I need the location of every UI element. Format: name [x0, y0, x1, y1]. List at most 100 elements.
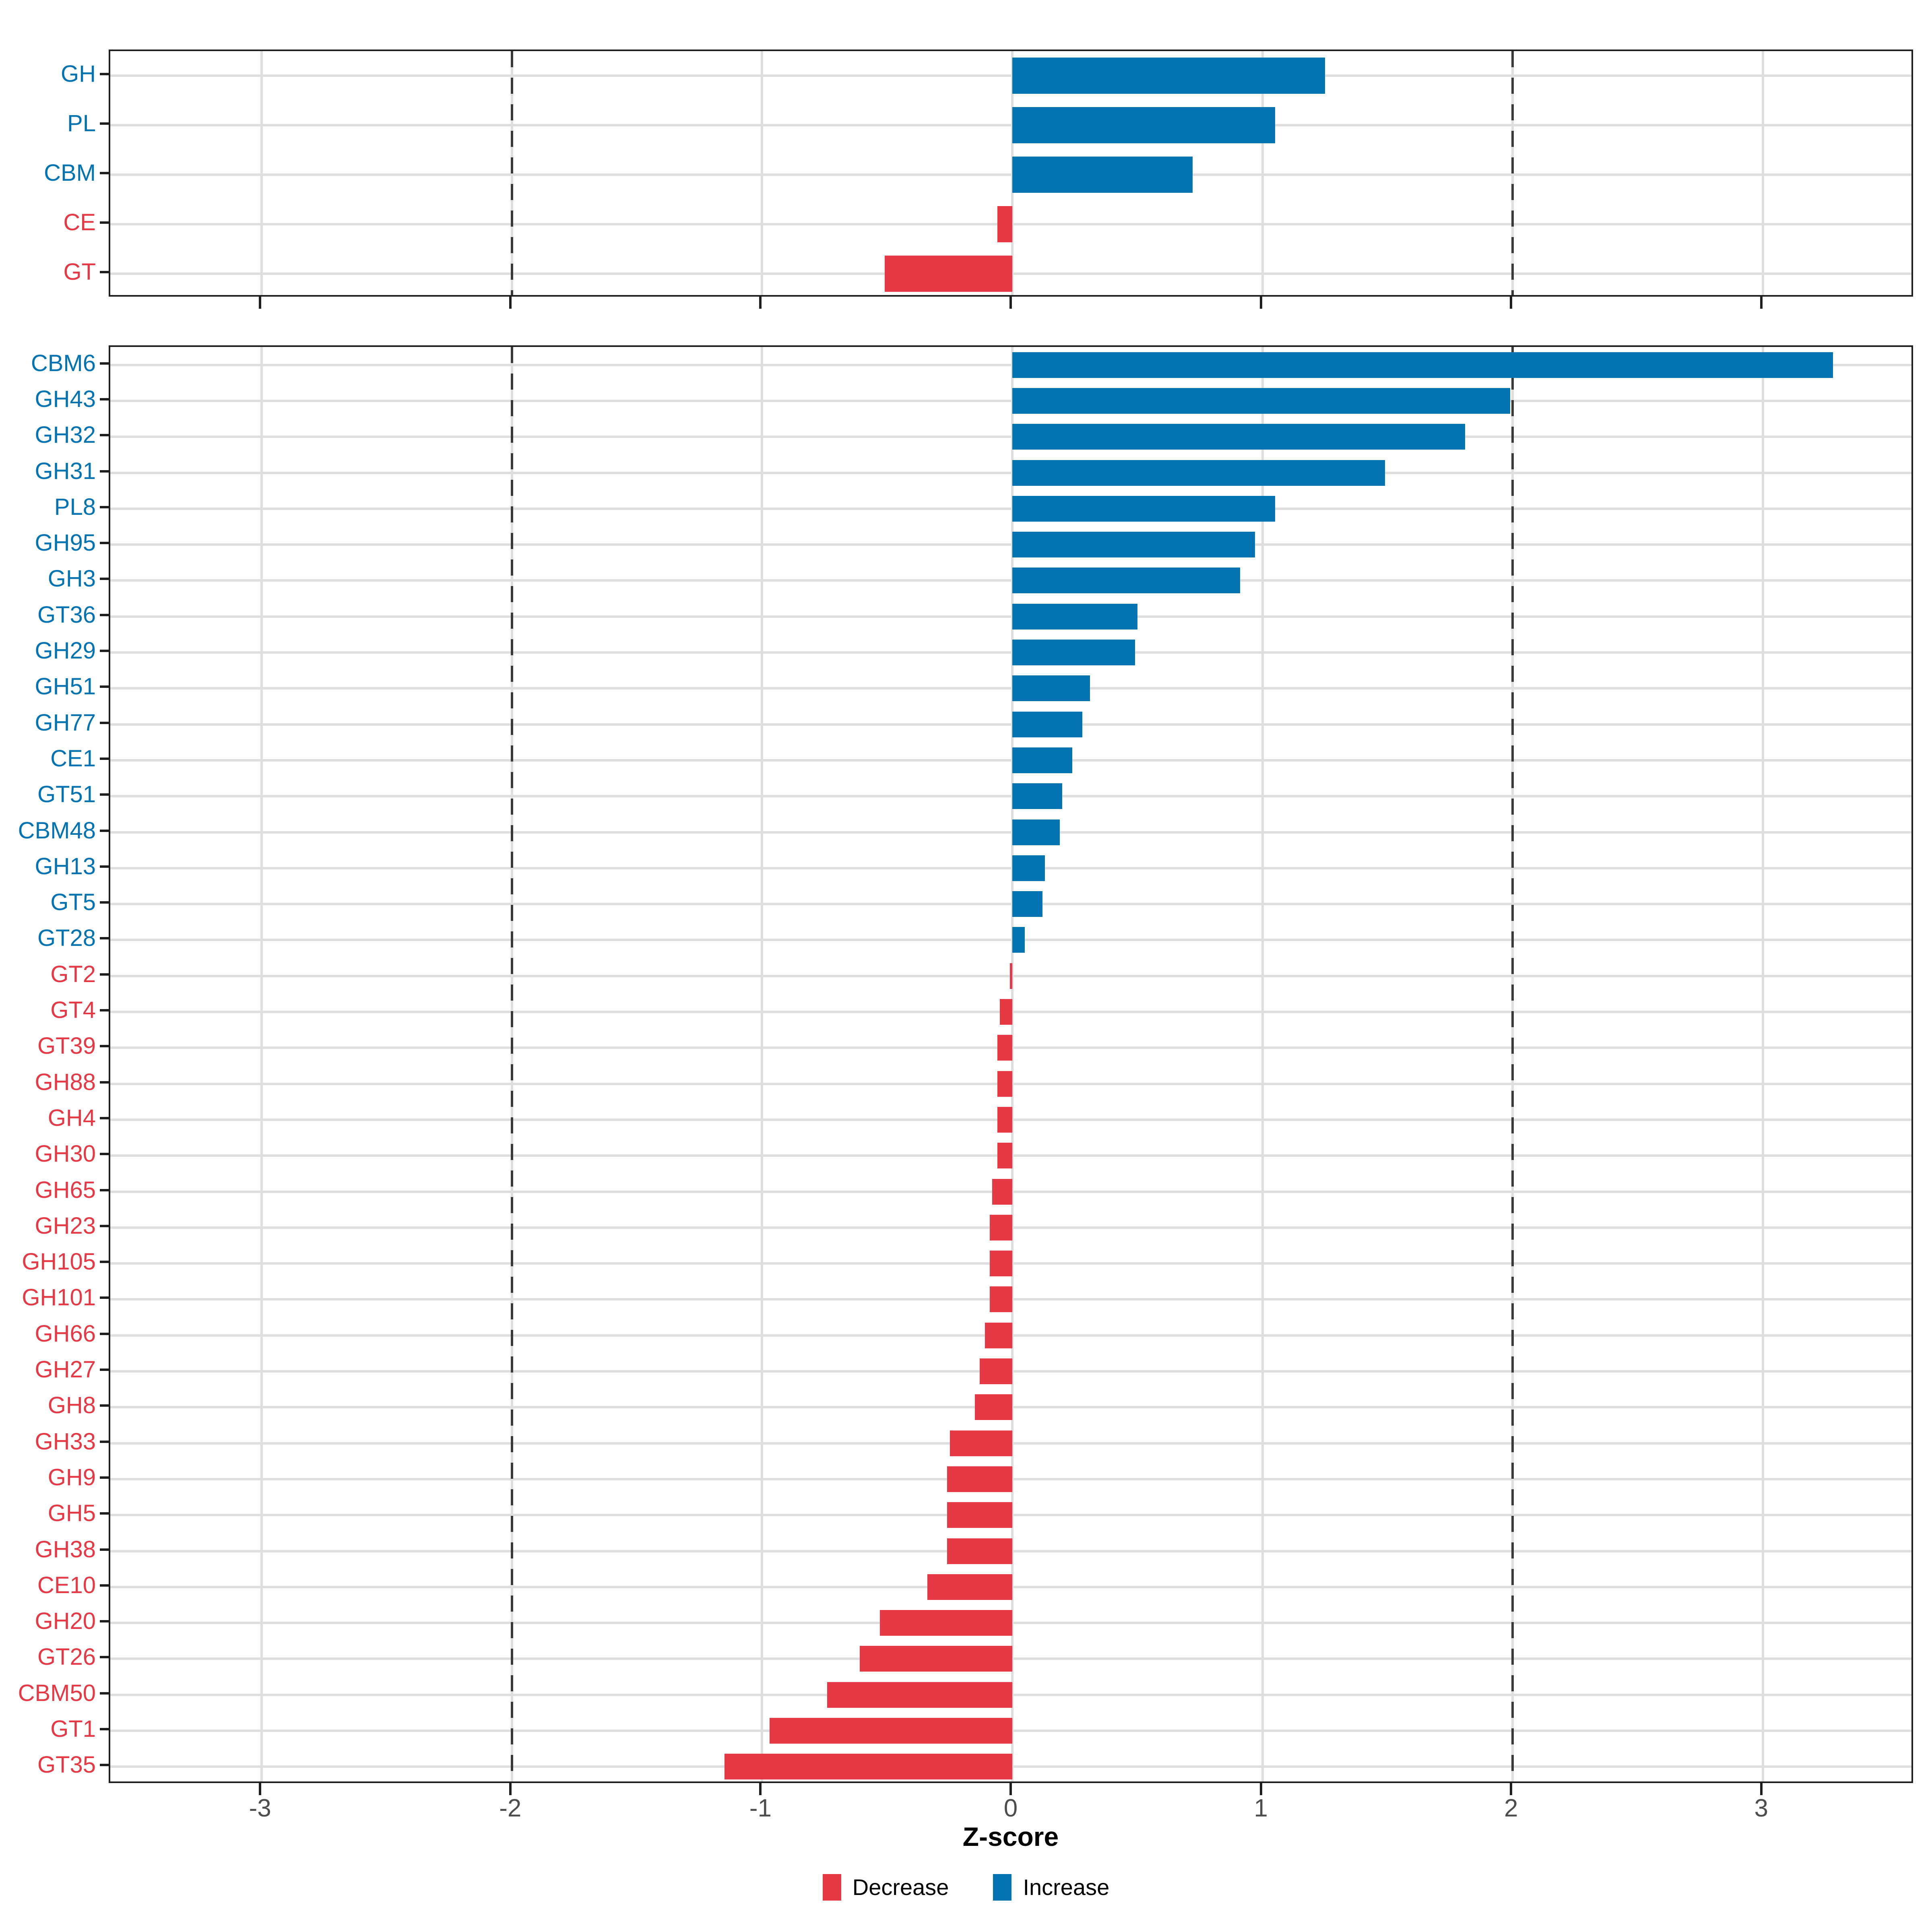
y-tick-CBM48: [100, 829, 109, 832]
y-label-GH13: GH13: [35, 853, 96, 879]
bar-GH101: [990, 1286, 1012, 1313]
y-tick-GT35: [100, 1764, 109, 1767]
y-tick-GH3: [100, 578, 109, 580]
y-label-GH: GH: [61, 61, 96, 87]
gridline-x--3: [260, 347, 263, 1781]
y-tick-GH105: [100, 1261, 109, 1263]
x-tick--3: [259, 1783, 262, 1795]
x-tick--1: [759, 1783, 762, 1795]
y-tick-CE1: [100, 757, 109, 760]
gridline-x-3: [1761, 51, 1764, 295]
y-label-GH23: GH23: [35, 1212, 96, 1239]
bar-GH5: [947, 1502, 1012, 1528]
dashed-vline--2: [510, 347, 513, 1781]
y-label-GT2: GT2: [50, 961, 96, 987]
y-label-GT: GT: [63, 258, 96, 285]
bar-CE1: [1012, 747, 1073, 773]
y-label-GT36: GT36: [37, 601, 96, 628]
bar-GT: [884, 255, 1012, 292]
y-label-GT1: GT1: [50, 1716, 96, 1742]
gridline-row-GH31: [110, 471, 1911, 474]
gridline-x-3: [1761, 347, 1764, 1781]
y-tick-GH38: [100, 1548, 109, 1551]
y-tick-GH32: [100, 434, 109, 437]
gridline-row-GH29: [110, 651, 1911, 654]
y-label-GH9: GH9: [47, 1464, 96, 1490]
y-tick-PL8: [100, 506, 109, 508]
y-label-GH105: GH105: [22, 1249, 96, 1275]
x-tick-1: [1259, 297, 1262, 309]
bar-GT1: [770, 1718, 1012, 1744]
bar-GH30: [997, 1143, 1012, 1169]
legend-label-decrease: Decrease: [852, 1874, 949, 1900]
gridline-row-GT5: [110, 903, 1911, 906]
y-label-CE1: CE1: [50, 745, 96, 772]
y-tick-GH5: [100, 1512, 109, 1515]
dashed-vline-2: [1511, 347, 1514, 1781]
y-tick-GH8: [100, 1404, 109, 1407]
y-tick-GT4: [100, 1009, 109, 1012]
y-tick-GT39: [100, 1045, 109, 1048]
y-tick-GT2: [100, 973, 109, 976]
y-label-GT4: GT4: [50, 997, 96, 1024]
y-tick-GT26: [100, 1656, 109, 1659]
bar-GT36: [1012, 603, 1137, 630]
y-label-GT51: GT51: [37, 781, 96, 808]
y-label-GH4: GH4: [47, 1104, 96, 1131]
y-tick-GH23: [100, 1224, 109, 1227]
bar-CBM6: [1012, 352, 1833, 378]
bar-GH32: [1012, 424, 1466, 450]
bar-GH13: [1012, 855, 1045, 881]
y-label-GT28: GT28: [37, 925, 96, 952]
y-label-GH33: GH33: [35, 1428, 96, 1455]
y-label-CBM50: CBM50: [18, 1680, 96, 1706]
y-label-GH20: GH20: [35, 1608, 96, 1635]
y-label-CBM: CBM: [44, 160, 96, 186]
y-tick-GH101: [100, 1296, 109, 1299]
y-label-GH51: GH51: [35, 673, 96, 700]
bar-GT51: [1012, 783, 1063, 809]
panel-class-level: [109, 50, 1913, 297]
x-tick-label-1: 1: [1254, 1794, 1268, 1822]
y-label-PL8: PL8: [54, 493, 96, 520]
bar-GT4: [999, 999, 1012, 1025]
gridline-row-GH95: [110, 543, 1911, 546]
x-tick--2: [509, 1783, 512, 1795]
y-tick-GH77: [100, 721, 109, 724]
x-tick-1: [1259, 1783, 1262, 1795]
bar-CE: [997, 206, 1012, 242]
bar-GT35: [724, 1754, 1012, 1780]
bar-PL: [1012, 107, 1275, 144]
gridline-row-CBM6: [110, 363, 1911, 366]
y-tick-GH33: [100, 1440, 109, 1443]
y-label-CBM6: CBM6: [31, 350, 96, 376]
y-label-GH5: GH5: [47, 1500, 96, 1527]
gridline-x--1: [761, 347, 764, 1781]
x-tick-0: [1009, 1783, 1012, 1795]
bar-GH9: [947, 1466, 1012, 1492]
y-label-PL: PL: [67, 110, 96, 137]
y-label-GH65: GH65: [35, 1177, 96, 1203]
y-label-GT35: GT35: [37, 1752, 96, 1778]
x-tick-label--3: -3: [249, 1794, 271, 1822]
y-label-GH66: GH66: [35, 1320, 96, 1347]
x-tick-label--1: -1: [749, 1794, 772, 1822]
y-tick-GT51: [100, 793, 109, 796]
legend-swatch-decrease: [822, 1874, 841, 1901]
y-label-GH27: GH27: [35, 1356, 96, 1383]
y-tick-GT28: [100, 937, 109, 940]
x-tick--1: [759, 297, 762, 309]
y-label-GH32: GH32: [35, 422, 96, 448]
gridline-row-GH: [110, 74, 1911, 77]
y-tick-GH29: [100, 650, 109, 652]
y-tick-CBM: [100, 172, 109, 174]
gridline-row-GH32: [110, 436, 1911, 438]
y-label-GH95: GH95: [35, 530, 96, 556]
y-tick-GH51: [100, 685, 109, 688]
bar-GH20: [879, 1610, 1012, 1636]
y-label-GH38: GH38: [35, 1536, 96, 1563]
y-label-GH29: GH29: [35, 638, 96, 664]
y-label-GT39: GT39: [37, 1033, 96, 1059]
x-tick-label-0: 0: [1003, 1794, 1018, 1822]
